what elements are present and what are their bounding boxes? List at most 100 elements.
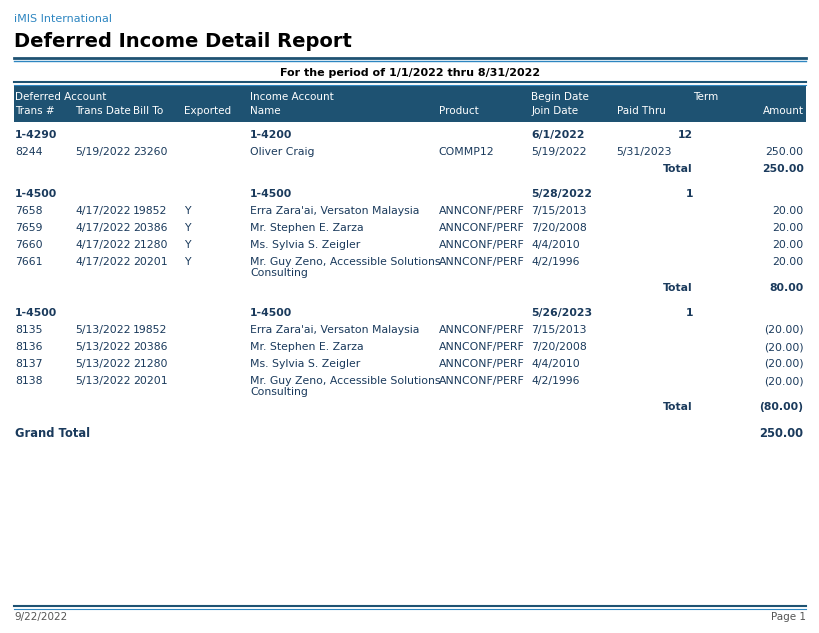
Text: 4/17/2022: 4/17/2022 (75, 223, 131, 233)
Text: 8138: 8138 (15, 376, 43, 386)
Text: Begin Date: Begin Date (531, 92, 589, 102)
Text: Term: Term (692, 92, 717, 102)
Text: (80.00): (80.00) (758, 402, 803, 412)
Text: 1-4500: 1-4500 (250, 308, 292, 318)
Text: 21280: 21280 (133, 240, 167, 250)
Text: 5/13/2022: 5/13/2022 (75, 342, 131, 352)
Text: 6/1/2022: 6/1/2022 (531, 130, 584, 140)
Text: 1-4500: 1-4500 (250, 189, 292, 199)
Text: 250.00: 250.00 (765, 147, 803, 157)
Text: COMMP12: COMMP12 (438, 147, 494, 157)
Text: ANNCONF/PERF: ANNCONF/PERF (438, 223, 524, 233)
Text: Total: Total (663, 402, 692, 412)
Text: Join Date: Join Date (531, 106, 577, 116)
Text: 20.00: 20.00 (771, 257, 803, 267)
Text: ANNCONF/PERF: ANNCONF/PERF (438, 206, 524, 216)
Text: Ms. Sylvia S. Zeigler: Ms. Sylvia S. Zeigler (250, 240, 360, 250)
Text: Y: Y (183, 206, 190, 216)
Text: 8244: 8244 (15, 147, 43, 157)
Text: ANNCONF/PERF: ANNCONF/PERF (438, 325, 524, 335)
Text: Y: Y (183, 257, 190, 267)
Text: Mr. Stephen E. Zarza: Mr. Stephen E. Zarza (250, 223, 364, 233)
Text: 8135: 8135 (15, 325, 43, 335)
Text: 5/31/2023: 5/31/2023 (616, 147, 672, 157)
Text: 20386: 20386 (133, 342, 167, 352)
Text: Consulting: Consulting (250, 268, 308, 278)
Text: Y: Y (183, 240, 190, 250)
Text: 7661: 7661 (15, 257, 43, 267)
Text: 1-4500: 1-4500 (15, 308, 57, 318)
Text: 23260: 23260 (133, 147, 167, 157)
Text: ANNCONF/PERF: ANNCONF/PERF (438, 376, 524, 386)
Text: 7/15/2013: 7/15/2013 (531, 325, 586, 335)
Text: Ms. Sylvia S. Zeigler: Ms. Sylvia S. Zeigler (250, 359, 360, 369)
Text: 5/13/2022: 5/13/2022 (75, 359, 131, 369)
Text: 5/19/2022: 5/19/2022 (531, 147, 586, 157)
Text: 21280: 21280 (133, 359, 167, 369)
Text: 4/17/2022: 4/17/2022 (75, 240, 131, 250)
Text: Total: Total (663, 164, 692, 174)
Text: 19852: 19852 (133, 206, 167, 216)
Text: ANNCONF/PERF: ANNCONF/PERF (438, 359, 524, 369)
Text: 4/2/1996: 4/2/1996 (531, 257, 579, 267)
Text: Amount: Amount (762, 106, 803, 116)
Text: 80.00: 80.00 (768, 283, 803, 293)
Text: 7/20/2008: 7/20/2008 (531, 223, 586, 233)
Text: 12: 12 (677, 130, 692, 140)
Text: 250.00: 250.00 (761, 164, 803, 174)
Text: 5/13/2022: 5/13/2022 (75, 376, 131, 386)
Text: (20.00): (20.00) (763, 376, 803, 386)
Text: 4/4/2010: 4/4/2010 (531, 359, 579, 369)
Text: 7659: 7659 (15, 223, 43, 233)
Text: Exported: Exported (183, 106, 230, 116)
Text: ANNCONF/PERF: ANNCONF/PERF (438, 257, 524, 267)
Text: iMIS International: iMIS International (14, 14, 112, 24)
Text: 8137: 8137 (15, 359, 43, 369)
Text: 19852: 19852 (133, 325, 167, 335)
Text: ANNCONF/PERF: ANNCONF/PERF (438, 342, 524, 352)
Text: 4/2/1996: 4/2/1996 (531, 376, 579, 386)
Text: 7/20/2008: 7/20/2008 (531, 342, 586, 352)
Text: 20.00: 20.00 (771, 240, 803, 250)
Text: 4/17/2022: 4/17/2022 (75, 206, 131, 216)
Text: 7658: 7658 (15, 206, 43, 216)
Text: 7/15/2013: 7/15/2013 (531, 206, 586, 216)
Text: Page 1: Page 1 (770, 612, 805, 622)
Text: (20.00): (20.00) (763, 342, 803, 352)
Text: 20386: 20386 (133, 223, 167, 233)
Text: 20.00: 20.00 (771, 223, 803, 233)
Text: Paid Thru: Paid Thru (616, 106, 665, 116)
Text: 1-4290: 1-4290 (15, 130, 57, 140)
Text: 1-4200: 1-4200 (250, 130, 292, 140)
Text: 9/22/2022: 9/22/2022 (14, 612, 67, 622)
Text: Bill To: Bill To (133, 106, 163, 116)
Text: 1: 1 (685, 308, 692, 318)
Text: Mr. Guy Zeno, Accessible Solutions: Mr. Guy Zeno, Accessible Solutions (250, 257, 440, 267)
Text: (20.00): (20.00) (763, 325, 803, 335)
Text: Grand Total: Grand Total (15, 427, 90, 440)
Text: Consulting: Consulting (250, 387, 308, 397)
Text: Trans Date: Trans Date (75, 106, 131, 116)
Text: 5/28/2022: 5/28/2022 (531, 189, 591, 199)
Text: Total: Total (663, 283, 692, 293)
Text: 20.00: 20.00 (771, 206, 803, 216)
Text: Deferred Income Detail Report: Deferred Income Detail Report (14, 32, 351, 51)
Text: 20201: 20201 (133, 376, 167, 386)
Text: (20.00): (20.00) (763, 359, 803, 369)
Text: 4/4/2010: 4/4/2010 (531, 240, 579, 250)
Text: Trans #: Trans # (15, 106, 54, 116)
Text: ANNCONF/PERF: ANNCONF/PERF (438, 240, 524, 250)
Text: 5/26/2023: 5/26/2023 (531, 308, 592, 318)
Text: Income Account: Income Account (250, 92, 333, 102)
Text: 8136: 8136 (15, 342, 43, 352)
Text: Deferred Account: Deferred Account (15, 92, 106, 102)
Text: Erra Zara'ai, Versaton Malaysia: Erra Zara'ai, Versaton Malaysia (250, 325, 419, 335)
Text: For the period of 1/1/2022 thru 8/31/2022: For the period of 1/1/2022 thru 8/31/202… (279, 68, 540, 78)
Text: Y: Y (183, 223, 190, 233)
Text: Name: Name (250, 106, 280, 116)
Text: 250.00: 250.00 (758, 427, 803, 440)
Text: Mr. Guy Zeno, Accessible Solutions: Mr. Guy Zeno, Accessible Solutions (250, 376, 440, 386)
Text: Erra Zara'ai, Versaton Malaysia: Erra Zara'ai, Versaton Malaysia (250, 206, 419, 216)
Text: Product: Product (438, 106, 477, 116)
Text: 7660: 7660 (15, 240, 43, 250)
